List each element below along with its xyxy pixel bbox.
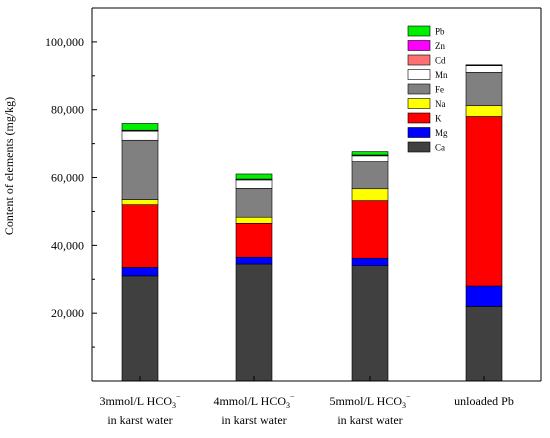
bar-segment-k-2 bbox=[236, 223, 272, 257]
y-tick-label: 20,000 bbox=[51, 306, 84, 320]
legend-swatch-mn bbox=[408, 70, 430, 80]
bar-segment-fe-4 bbox=[466, 72, 502, 105]
legend-label-pb: Pb bbox=[435, 27, 445, 37]
legend-label-mn: Mn bbox=[435, 70, 448, 80]
legend-swatch-mg bbox=[408, 128, 430, 138]
bar-segment-mn-3 bbox=[352, 156, 388, 162]
x-tick-label-line2: in karst water bbox=[107, 413, 172, 427]
bar-segment-mn-4 bbox=[466, 66, 502, 73]
y-tick-label: 100,000 bbox=[45, 35, 84, 49]
legend: Pb Zn Cd Mn Fe Na K Mg Ca bbox=[408, 26, 448, 153]
legend-swatch-fe bbox=[408, 84, 430, 94]
bar-segment-pb-1 bbox=[122, 123, 158, 130]
bar-segment-mg-2 bbox=[236, 257, 272, 264]
bar-segment-na-4 bbox=[466, 106, 502, 117]
y-tick-label: 40,000 bbox=[51, 238, 84, 252]
bar-segment-ca-4 bbox=[466, 306, 502, 381]
bar-segment-pb-3 bbox=[352, 152, 388, 155]
bar-segment-na-1 bbox=[122, 200, 158, 205]
bar-segment-na-3 bbox=[352, 189, 388, 201]
x-tick-label-line2: in karst water bbox=[337, 413, 402, 427]
legend-swatch-cd bbox=[408, 55, 430, 65]
bar-segment-mg-1 bbox=[122, 267, 158, 275]
bar-segment-mg-3 bbox=[352, 258, 388, 265]
bar-segment-k-3 bbox=[352, 201, 388, 259]
bar-segment-ca-1 bbox=[122, 276, 158, 381]
legend-swatch-na bbox=[408, 99, 430, 109]
legend-swatch-ca bbox=[408, 142, 430, 152]
x-tick-label: 4mmol/L HCO3− bbox=[213, 392, 295, 410]
x-tick-label-line2: in karst water bbox=[221, 413, 286, 427]
legend-label-zn: Zn bbox=[435, 41, 445, 51]
legend-swatch-pb bbox=[408, 26, 430, 36]
y-tick-label: 60,000 bbox=[51, 171, 84, 185]
y-tick-label: 80,000 bbox=[51, 103, 84, 117]
legend-label-na: Na bbox=[435, 99, 446, 109]
legend-swatch-k bbox=[408, 113, 430, 123]
bar-segment-k-1 bbox=[122, 205, 158, 268]
bar-segment-fe-3 bbox=[352, 162, 388, 189]
bar-segment-k-4 bbox=[466, 117, 502, 287]
bar-segment-mg-4 bbox=[466, 286, 502, 306]
x-tick-label: unloaded Pb bbox=[454, 394, 514, 408]
bar-segment-fe-1 bbox=[122, 140, 158, 199]
legend-swatch-zn bbox=[408, 41, 430, 51]
legend-label-mg: Mg bbox=[435, 128, 448, 138]
bar-segment-ca-2 bbox=[236, 264, 272, 381]
bar-segment-na-2 bbox=[236, 217, 272, 223]
bar-segment-fe-2 bbox=[236, 188, 272, 217]
bars-layer bbox=[122, 65, 502, 381]
legend-label-cd: Cd bbox=[435, 56, 446, 66]
legend-label-ca: Ca bbox=[435, 143, 445, 153]
bar-segment-mn-2 bbox=[236, 180, 272, 188]
x-tick-label: 3mmol/L HCO3− bbox=[99, 392, 181, 410]
bar-segment-pb-2 bbox=[236, 174, 272, 179]
x-tick-label: 5mmol/L HCO3− bbox=[329, 392, 411, 410]
legend-label-fe: Fe bbox=[435, 85, 444, 95]
y-axis-title: Content of elements (mg/kg) bbox=[2, 97, 16, 235]
bar-segment-mn-1 bbox=[122, 131, 158, 140]
bar-segment-ca-3 bbox=[352, 266, 388, 381]
legend-label-k: K bbox=[435, 114, 442, 124]
